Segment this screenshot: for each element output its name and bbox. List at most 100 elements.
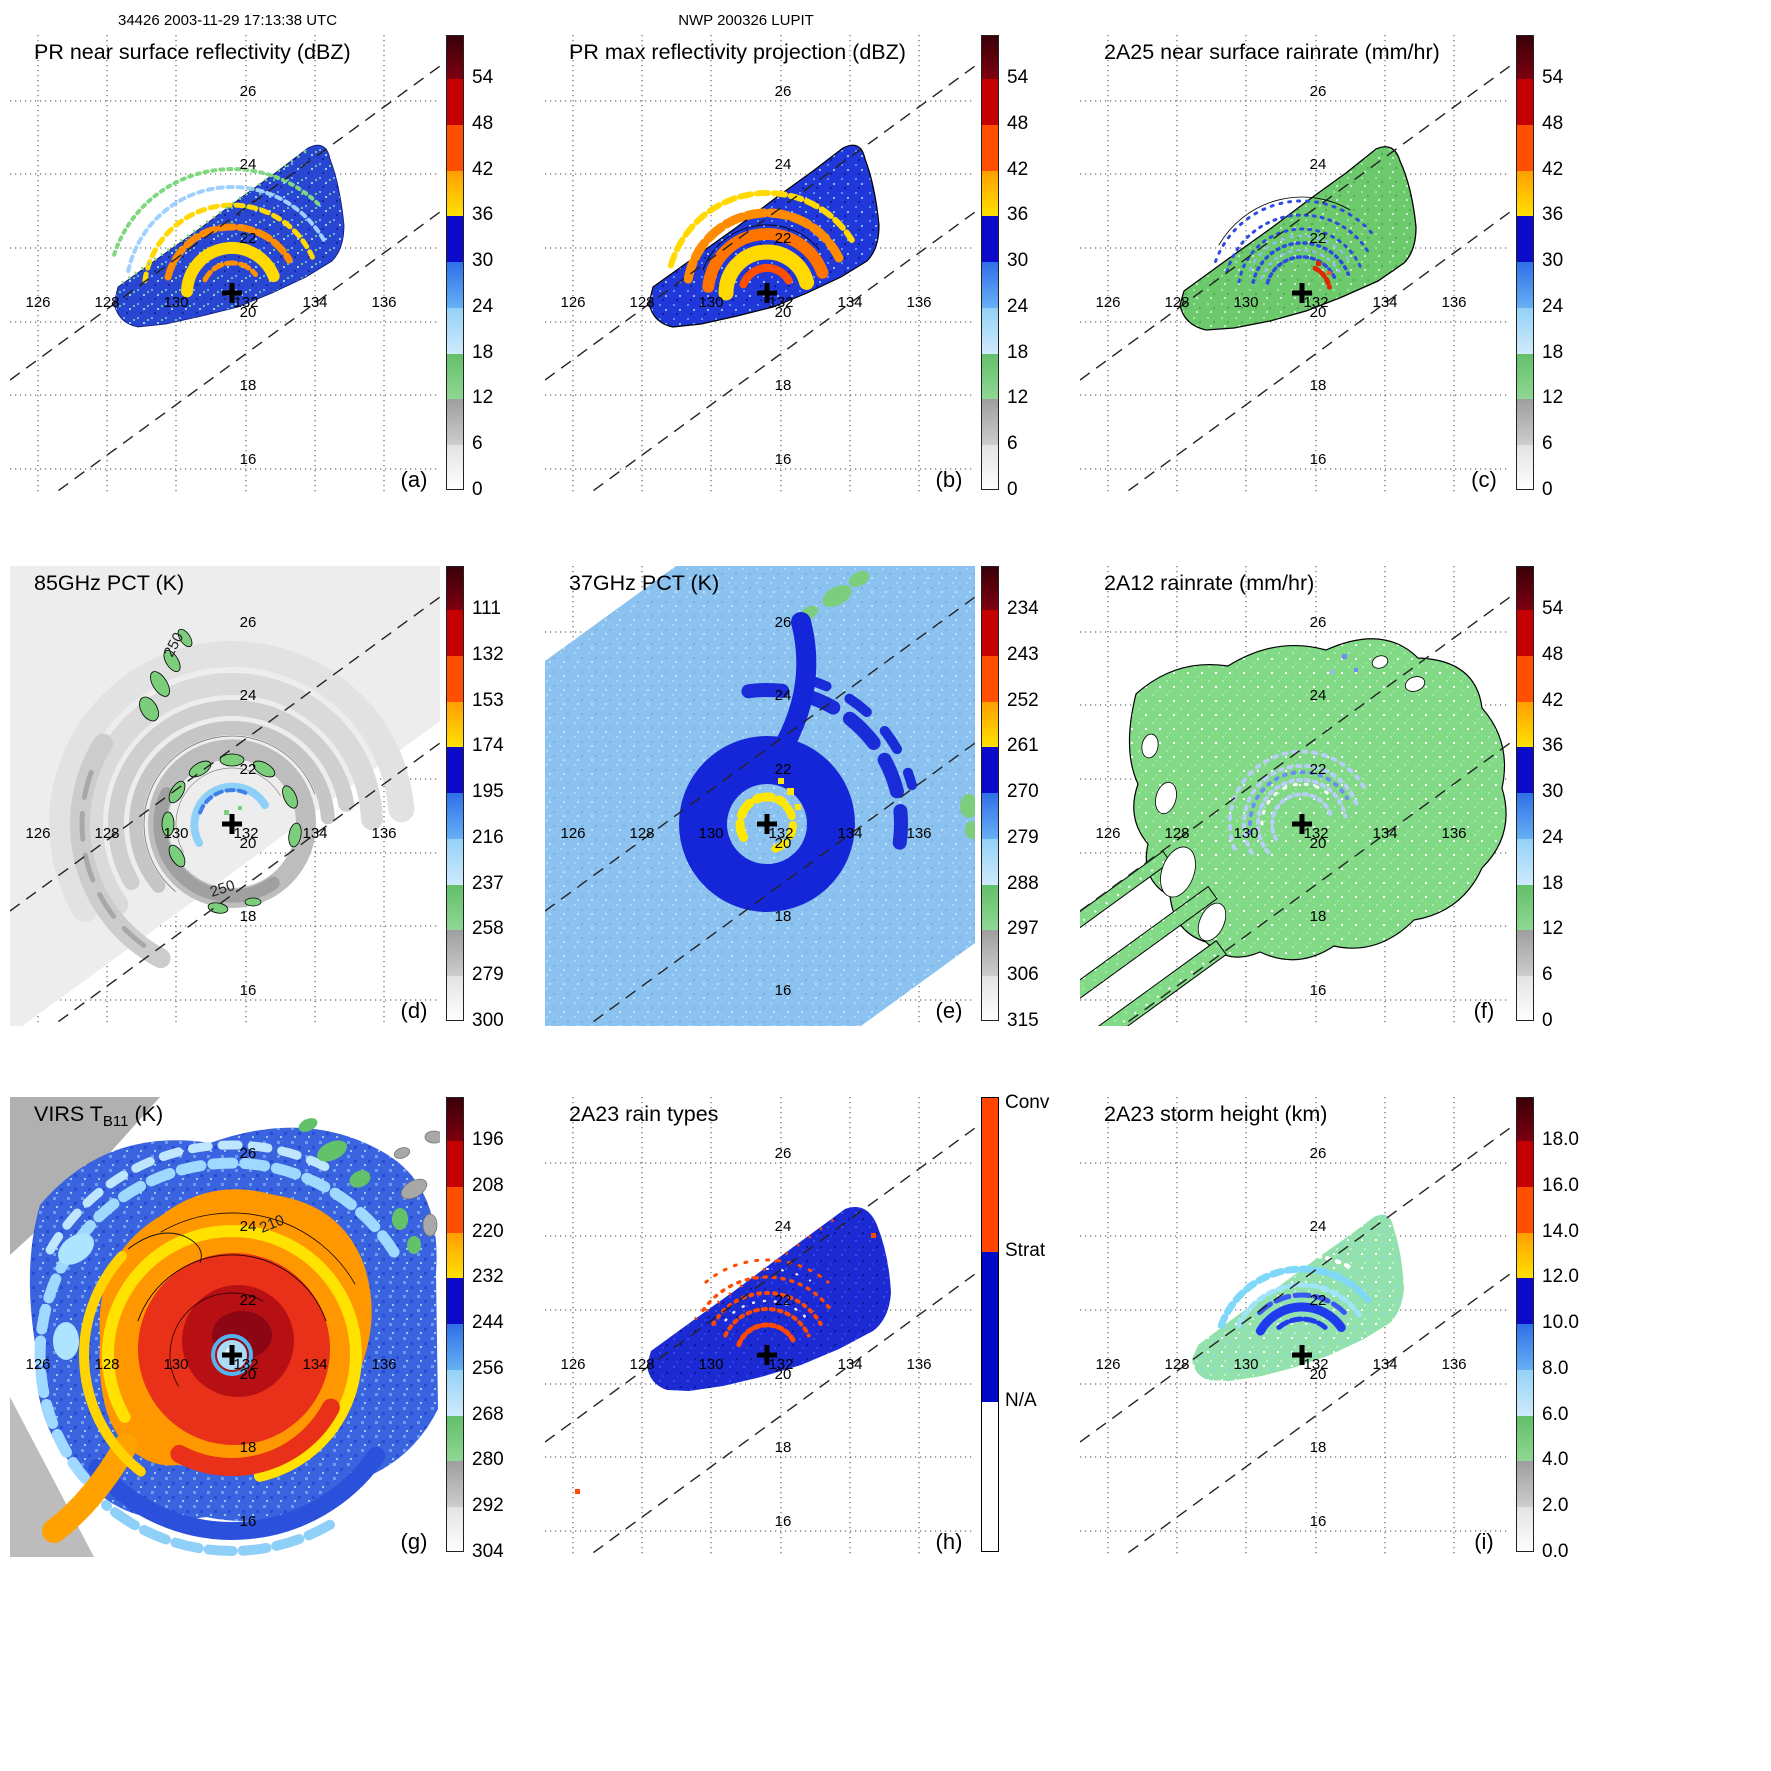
lon-tick-label: 130 [698, 1356, 723, 1373]
colorbar-segment [1517, 1098, 1533, 1142]
swath-edge-lines [1080, 1127, 1510, 1557]
lat-tick-label: 22 [775, 1292, 792, 1309]
lat-tick-label: 18 [775, 377, 792, 394]
colorbar-segment [1517, 125, 1533, 171]
colorbar-segment [982, 36, 998, 80]
lon-tick-label: 130 [1233, 825, 1258, 842]
lat-tick-label: 24 [240, 156, 257, 173]
colorbar-segment [447, 399, 463, 446]
storm-center-marker [757, 283, 777, 303]
colorbar-segment [1517, 307, 1533, 354]
colorbar-tick-label: 30 [1542, 250, 1564, 272]
colorbar-segment [1517, 170, 1533, 217]
colorbar-segment [982, 125, 998, 171]
colorbar-segment [982, 656, 998, 702]
lon-tick-label: 126 [1095, 825, 1120, 842]
colorbar-tick-label: 252 [1007, 689, 1039, 711]
colorbar-tick-label: 196 [472, 1129, 504, 1151]
colorbar-segment [447, 793, 463, 839]
storm-raster [545, 566, 975, 1026]
lat-tick-label: 20 [775, 304, 792, 321]
colorbar-d-bar [446, 566, 464, 1021]
colorbar-segment [982, 884, 998, 931]
panel-b: 126 128 130 132 134 136 26 24 22 20 18 16 PR max ref… [535, 35, 1070, 566]
colorbar-segment [447, 1141, 463, 1187]
colorbar-segment [447, 307, 463, 354]
lat-tick-label: 18 [1310, 377, 1327, 394]
lat-tick-label: 18 [240, 908, 257, 925]
lat-tick-label: 26 [1310, 1145, 1327, 1162]
colorbar-tick-label: 244 [472, 1312, 504, 1334]
colorbar-segment [1517, 1141, 1533, 1187]
lon-tick-label: 126 [1095, 294, 1120, 311]
lon-tick-label: 134 [1372, 1356, 1397, 1373]
storm-center-marker [222, 1345, 242, 1365]
panel-letter: (a) [401, 467, 428, 492]
lat-tick-label: 22 [240, 230, 257, 247]
lon-tick-label: 126 [560, 1356, 585, 1373]
lon-tick-label: 132 [233, 294, 258, 311]
lat-tick-label: 16 [1310, 451, 1327, 468]
map-i: 126 128 130 132 134 136 26 24 22 20 18 16 2A23 storm… [1080, 1097, 1510, 1557]
colorbar-segment [982, 399, 998, 446]
storm-raster [10, 1097, 440, 1557]
panel-title: 2A25 near surface rainrate (mm/hr) [1104, 40, 1440, 64]
map-d: 126 128 130 132 134 13626242220181625025085GH… [10, 566, 440, 1026]
map-b: 126 128 130 132 134 136 26 24 22 20 18 16 PR max ref… [545, 35, 975, 495]
lon-tick-label: 130 [163, 825, 188, 842]
colorbar-i-bar [1516, 1097, 1534, 1552]
lon-tick-label: 128 [1164, 1356, 1189, 1373]
colorbar-segment [447, 1415, 463, 1462]
storm-center-marker [757, 814, 777, 834]
storm-raster [1192, 1214, 1404, 1381]
grid-labels: 126 128 130 132 134 136 26 24 22 20 18 16 [1095, 614, 1466, 999]
colorbar-segment [1517, 216, 1533, 263]
lat-tick-label: 18 [775, 908, 792, 925]
lat-tick-label: 22 [1310, 230, 1327, 247]
lat-tick-label: 22 [775, 761, 792, 778]
lat-tick-label: 20 [240, 304, 257, 321]
lon-tick-label: 128 [94, 1356, 119, 1373]
lon-tick-label: 134 [837, 294, 862, 311]
storm-center-marker [1292, 814, 1312, 834]
colorbar-segment [982, 610, 998, 656]
colorbar-segment [1517, 747, 1533, 794]
colorbar-c: 54 48 42 36 30 24 18 12 6 0 [1516, 35, 1604, 500]
lat-tick-label: 16 [240, 1513, 257, 1530]
panel-letter: (i) [1474, 1529, 1494, 1554]
lat-tick-label: 16 [240, 982, 257, 999]
lat-tick-label: 16 [775, 451, 792, 468]
panel-letter: (g) [401, 1529, 428, 1554]
colorbar-tick-label: 48 [1542, 644, 1564, 665]
lon-tick-label: 126 [25, 825, 50, 842]
colorbar-segment [447, 1278, 463, 1325]
colorbar-segment [982, 353, 998, 400]
lon-tick-label: 136 [371, 294, 396, 311]
colorbar-segment [982, 262, 998, 308]
colorbar-segment [982, 307, 998, 354]
panel-title: VIRS TB11 (K) [34, 1102, 163, 1130]
colorbar-tick-label: 16.0 [1542, 1175, 1579, 1196]
lat-tick-label: 24 [240, 687, 257, 704]
lat-tick-label: 20 [1310, 835, 1327, 852]
colorbar-tick-label: 54 [1542, 67, 1564, 89]
colorbar-segment [447, 1507, 463, 1551]
lon-tick-label: 132 [768, 1356, 793, 1373]
lat-tick-label: 18 [1310, 1439, 1327, 1456]
colorbar-tick-label: 12 [1007, 387, 1029, 409]
colorbar-segment [1517, 399, 1533, 446]
colorbar-segment [447, 1098, 463, 1142]
colorbar-tick-label: 36 [472, 204, 494, 226]
lat-tick-label: 16 [1310, 1513, 1327, 1530]
colorbar-segment [447, 79, 463, 125]
colorbar-segment [1517, 1187, 1533, 1233]
lat-tick-label: 18 [775, 1439, 792, 1456]
colorbar-tick-label: 24 [1542, 295, 1564, 317]
colorbar-tick-label: 54 [472, 67, 494, 89]
grid-labels: 126 128 130 132 134 136 26 24 22 20 18 16 [25, 1145, 396, 1530]
colorbar-tick-label: 0.0 [1542, 1540, 1569, 1562]
lat-tick-label: 16 [1310, 982, 1327, 999]
lat-tick-label: 22 [1310, 761, 1327, 778]
lat-tick-label: 26 [240, 83, 257, 100]
panel-title: 2A23 storm height (km) [1104, 1102, 1327, 1126]
